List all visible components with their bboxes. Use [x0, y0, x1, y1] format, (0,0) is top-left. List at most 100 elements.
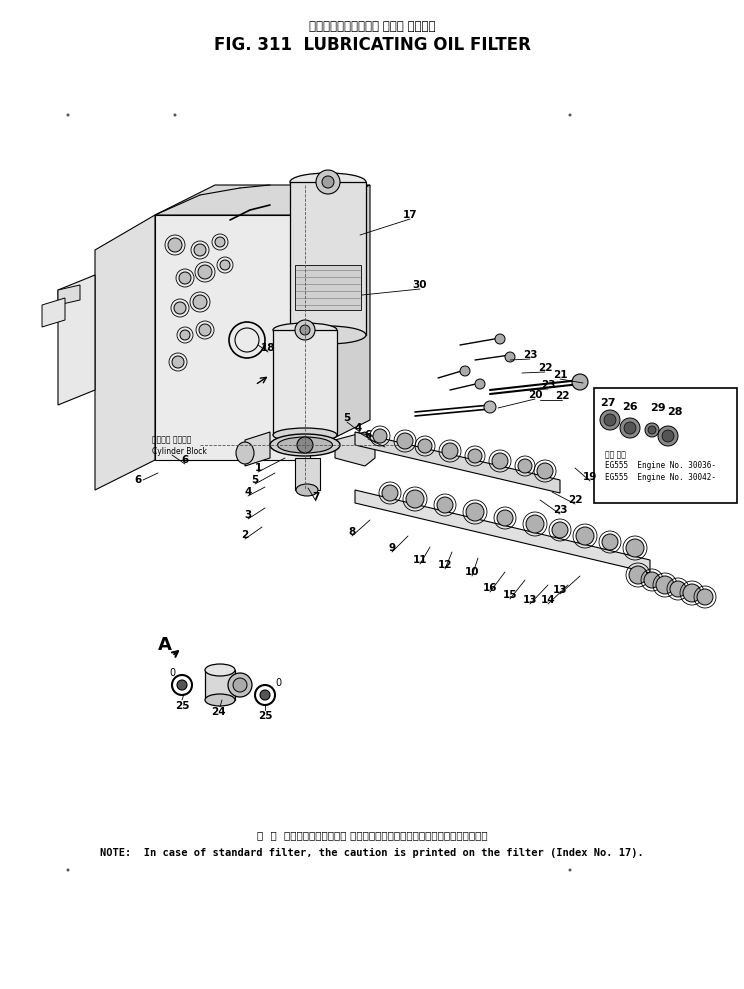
- Circle shape: [572, 374, 588, 390]
- Circle shape: [418, 439, 432, 453]
- Text: 10: 10: [465, 567, 479, 577]
- Polygon shape: [205, 670, 235, 700]
- Polygon shape: [355, 432, 560, 493]
- Circle shape: [620, 418, 640, 438]
- Ellipse shape: [273, 323, 337, 337]
- Circle shape: [662, 430, 674, 442]
- Text: 13: 13: [523, 595, 537, 605]
- Circle shape: [437, 497, 453, 513]
- Text: Cylinder Block: Cylinder Block: [152, 447, 207, 457]
- Circle shape: [604, 414, 616, 426]
- Circle shape: [66, 114, 69, 117]
- Ellipse shape: [205, 664, 235, 676]
- Circle shape: [568, 868, 571, 871]
- Circle shape: [602, 534, 618, 550]
- Circle shape: [497, 510, 513, 526]
- Text: A: A: [158, 636, 172, 654]
- Text: 4: 4: [354, 423, 362, 433]
- Circle shape: [505, 352, 515, 362]
- Text: ルーブリケーティング オイル フィルタ: ルーブリケーティング オイル フィルタ: [309, 20, 435, 33]
- Text: 5: 5: [344, 413, 350, 423]
- Circle shape: [648, 426, 656, 434]
- Text: 11: 11: [413, 555, 427, 565]
- Text: 15: 15: [503, 590, 517, 600]
- Text: 23: 23: [541, 380, 555, 390]
- Polygon shape: [58, 285, 80, 305]
- Circle shape: [600, 410, 620, 430]
- Polygon shape: [42, 298, 65, 327]
- Text: NOTE:  In case of standard filter, the caution is printed on the filter (Index N: NOTE: In case of standard filter, the ca…: [100, 848, 644, 858]
- Text: 18: 18: [260, 343, 275, 353]
- Circle shape: [172, 356, 184, 368]
- Circle shape: [658, 426, 678, 446]
- Circle shape: [198, 265, 212, 279]
- Circle shape: [382, 485, 398, 501]
- Polygon shape: [295, 458, 320, 490]
- Text: 5: 5: [251, 475, 259, 485]
- Ellipse shape: [236, 442, 254, 464]
- Text: 8: 8: [348, 527, 356, 537]
- Circle shape: [406, 490, 424, 508]
- Text: 16: 16: [483, 583, 497, 593]
- Circle shape: [670, 581, 686, 597]
- Text: 20: 20: [527, 390, 542, 400]
- Text: 30: 30: [413, 280, 427, 290]
- Circle shape: [697, 589, 713, 605]
- Text: 13: 13: [553, 585, 567, 595]
- Text: シリンダ ブロック: シリンダ ブロック: [152, 435, 191, 444]
- Circle shape: [576, 527, 594, 545]
- Polygon shape: [310, 185, 370, 450]
- Circle shape: [683, 584, 701, 602]
- Ellipse shape: [278, 437, 333, 453]
- Circle shape: [168, 238, 182, 252]
- Circle shape: [322, 176, 334, 188]
- Text: 29: 29: [650, 403, 666, 413]
- Text: FIG. 311  LUBRICATING OIL FILTER: FIG. 311 LUBRICATING OIL FILTER: [214, 36, 530, 54]
- Circle shape: [526, 515, 544, 533]
- Text: 25: 25: [257, 711, 272, 721]
- Bar: [295, 265, 361, 310]
- Polygon shape: [335, 432, 375, 466]
- Ellipse shape: [273, 428, 337, 442]
- Polygon shape: [95, 215, 155, 490]
- Text: 0: 0: [169, 668, 175, 678]
- Circle shape: [300, 325, 310, 335]
- Text: 22: 22: [568, 495, 583, 505]
- Text: 22: 22: [538, 363, 552, 373]
- Text: 3: 3: [244, 510, 251, 520]
- Text: 25: 25: [175, 701, 189, 711]
- Circle shape: [193, 295, 207, 309]
- Circle shape: [297, 437, 313, 453]
- Circle shape: [295, 320, 315, 340]
- Polygon shape: [155, 215, 310, 460]
- Bar: [273, 330, 337, 435]
- Text: 6: 6: [182, 455, 189, 465]
- Circle shape: [518, 459, 532, 473]
- Circle shape: [220, 260, 230, 270]
- Text: 22: 22: [555, 391, 569, 401]
- Circle shape: [484, 401, 496, 413]
- Circle shape: [475, 379, 485, 389]
- Text: 0: 0: [275, 678, 281, 688]
- Circle shape: [215, 237, 225, 247]
- Circle shape: [228, 673, 252, 697]
- Text: 26: 26: [622, 402, 638, 412]
- Circle shape: [492, 453, 508, 469]
- Circle shape: [460, 366, 470, 376]
- Text: 2: 2: [241, 530, 248, 540]
- Polygon shape: [58, 275, 95, 405]
- Circle shape: [260, 690, 270, 700]
- Text: EG555  Engine No. 30042-: EG555 Engine No. 30042-: [605, 473, 716, 482]
- Circle shape: [233, 678, 247, 692]
- Circle shape: [179, 272, 191, 284]
- Circle shape: [66, 868, 69, 871]
- Text: 19: 19: [583, 472, 597, 482]
- Circle shape: [552, 522, 568, 538]
- Circle shape: [174, 302, 186, 314]
- Text: 28: 28: [667, 407, 683, 417]
- Ellipse shape: [296, 484, 318, 496]
- Polygon shape: [245, 432, 270, 466]
- Polygon shape: [355, 490, 650, 573]
- Circle shape: [656, 576, 674, 594]
- Circle shape: [180, 330, 190, 340]
